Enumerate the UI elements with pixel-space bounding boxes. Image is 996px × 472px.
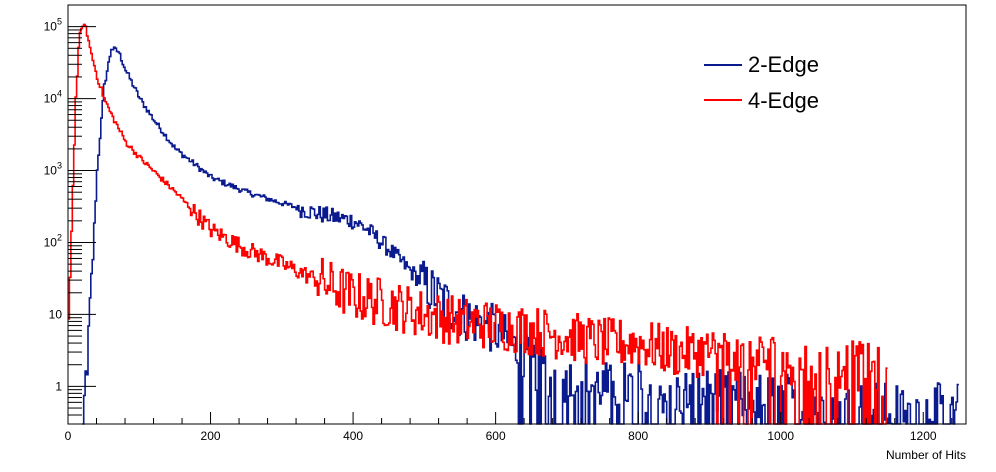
legend-label-2-edge: 2-Edge xyxy=(748,52,819,77)
y-tick-label: 1 xyxy=(55,379,62,393)
x-tick-label: 200 xyxy=(201,429,221,443)
x-tick-label: 400 xyxy=(343,429,363,443)
y-tick-label: 10 xyxy=(49,307,63,321)
y-tick-label: 105 xyxy=(44,17,62,34)
y-tick-label: 102 xyxy=(44,232,62,249)
x-tick-label: 1200 xyxy=(910,429,937,443)
x-tick-label: 600 xyxy=(486,429,506,443)
x-axis-title: Number of Hits xyxy=(886,448,966,462)
y-tick-label: 103 xyxy=(44,161,62,178)
legend: 2-Edge 4-Edge xyxy=(704,52,819,113)
y-tick-label: 104 xyxy=(44,89,62,106)
x-tick-label: 1000 xyxy=(767,429,794,443)
series-layer xyxy=(68,23,959,425)
x-tick-label: 800 xyxy=(628,429,648,443)
series-line-4-edge xyxy=(68,23,888,425)
legend-label-4-edge: 4-Edge xyxy=(748,88,819,113)
x-tick-label: 0 xyxy=(65,429,72,443)
plot-frame xyxy=(67,4,967,425)
axes-layer: 0 200 400 600 800 1000 1200 1 10 102 103 104 105 xyxy=(44,4,953,443)
